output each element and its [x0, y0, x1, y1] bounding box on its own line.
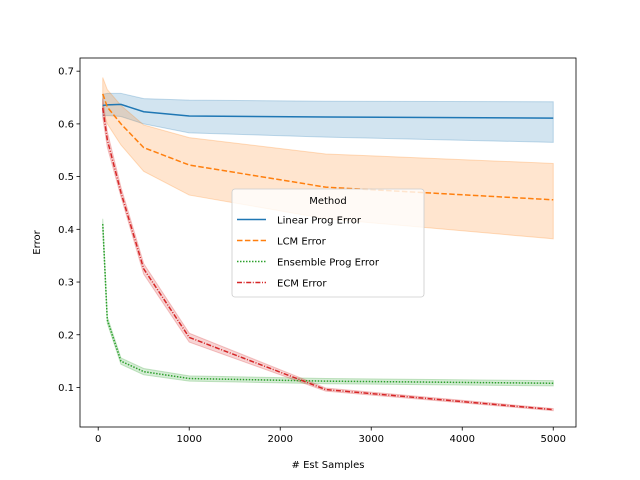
x-axis: 0 1000 2000 3000 4000 5000: [95, 427, 566, 445]
y-tick-label: 0.3: [58, 278, 74, 289]
ensemble-prog-error-band: [102, 218, 554, 387]
y-axis: 0.1 0.2 0.3 0.4 0.5 0.6 0.7: [58, 67, 80, 394]
legend: Method Linear Prog Error LCM Error Ensembl…: [231, 188, 425, 298]
ensemble-prog-error-legend-label: Ensemble Prog Error: [277, 258, 380, 269]
lcm-error-band: [102, 77, 554, 240]
legend-box: [231, 188, 425, 298]
lcm-error-legend-label: LCM Error: [277, 237, 327, 248]
y-axis-title: Error: [32, 229, 43, 254]
series-lines: [102, 93, 554, 411]
ensemble-prog-error-line: [102, 224, 554, 384]
x-tick-label: 0: [95, 434, 101, 445]
linear-prog-error-band: [102, 92, 554, 143]
y-tick-label: 0.7: [58, 67, 74, 78]
y-tick-label: 0.2: [58, 330, 74, 341]
x-axis-title: # Est Samples: [292, 460, 365, 471]
x-tick-label: 2000: [267, 434, 292, 445]
x-tick-label: 5000: [541, 434, 566, 445]
legend-title: Method: [309, 196, 347, 207]
plot-frame: [79, 57, 577, 428]
lcm-error-line: [102, 93, 554, 201]
x-tick-label: 4000: [450, 434, 475, 445]
x-tick-label: 3000: [359, 434, 384, 445]
ecm-error-line: [102, 107, 554, 411]
y-tick-label: 0.5: [58, 172, 74, 183]
y-tick-label: 0.6: [58, 119, 74, 130]
ecm-error-legend-label: ECM Error: [277, 279, 327, 290]
confidence-bands: [102, 77, 554, 412]
ecm-error-band: [102, 98, 554, 412]
y-tick-label: 0.4: [58, 225, 74, 236]
linear-prog-error-legend-label: Linear Prog Error: [277, 216, 362, 227]
y-tick-label: 0.1: [58, 383, 74, 394]
legend-items: Linear Prog Error LCM Error Ensemble Prog …: [237, 216, 380, 290]
x-tick-label: 1000: [176, 434, 201, 445]
